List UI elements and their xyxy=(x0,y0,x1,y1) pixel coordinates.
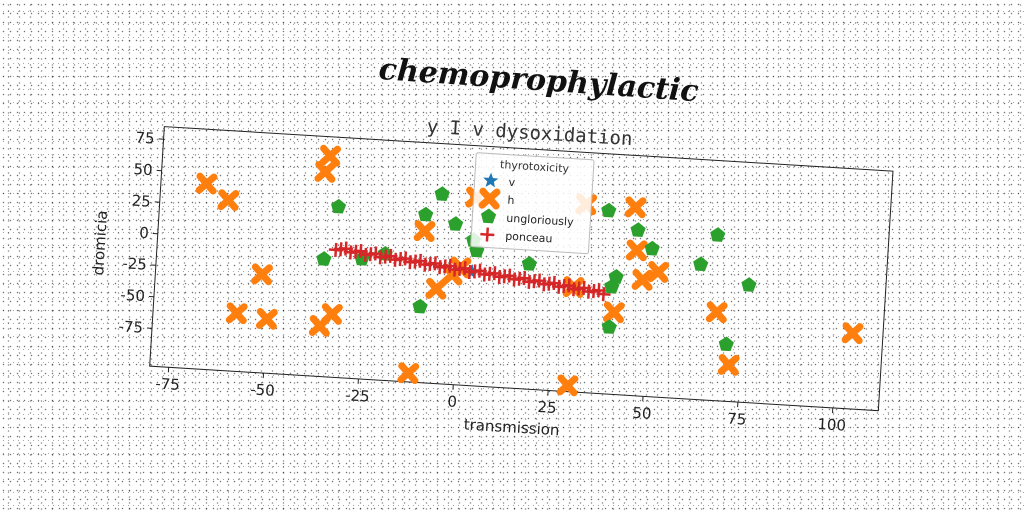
y-tick-label: -25 xyxy=(122,254,148,273)
data-point-ungloriously xyxy=(434,186,450,201)
x-tick-label: 50 xyxy=(632,404,652,423)
legend-label-v: v xyxy=(508,176,516,189)
y-ticks: 75 50 25 0 -25 -50 -75 xyxy=(118,129,164,337)
legend-marker-ungloriously xyxy=(481,208,497,224)
data-point-h xyxy=(413,220,436,243)
data-point-h xyxy=(425,277,448,300)
data-point-h xyxy=(319,144,342,167)
data-point-h xyxy=(631,268,654,291)
data-point-h xyxy=(308,315,331,337)
x-tick-label: -75 xyxy=(155,375,181,394)
x-tick-label: 75 xyxy=(727,410,747,429)
data-point-h xyxy=(314,160,337,183)
data-point-ungloriously xyxy=(418,206,434,222)
y-tick-label: 75 xyxy=(135,129,155,148)
data-point-h xyxy=(195,172,218,195)
data-point-ponceau xyxy=(596,287,611,302)
data-point-ungloriously xyxy=(448,216,464,231)
y-tick-label: 25 xyxy=(131,192,151,211)
data-point-h xyxy=(556,374,579,397)
data-point-ungloriously xyxy=(630,222,646,237)
y-tick-label: 0 xyxy=(139,224,150,243)
data-point-ungloriously xyxy=(718,336,734,352)
x-tick-label: 0 xyxy=(447,392,458,411)
x-tick-label: -25 xyxy=(345,386,371,405)
data-point-ungloriously xyxy=(644,240,660,256)
x-axis-label: transmission xyxy=(463,415,560,439)
data-point-h xyxy=(251,263,273,286)
series-ponceau xyxy=(328,241,611,302)
legend-marker-ponceau xyxy=(480,227,495,242)
data-point-h xyxy=(397,362,420,385)
data-point-h xyxy=(625,239,648,262)
data-point-h xyxy=(705,301,728,324)
y-tick-label: -75 xyxy=(118,317,144,336)
legend-marker-h xyxy=(478,187,501,210)
x-tick-label: 100 xyxy=(817,415,847,435)
data-point-ungloriously xyxy=(693,256,709,272)
data-point-h xyxy=(217,189,240,212)
x-tick-label: -50 xyxy=(250,380,276,399)
data-point-h xyxy=(602,301,625,324)
legend-label-ponceau: ponceau xyxy=(505,230,553,246)
y-axis-label: dromicia xyxy=(89,210,111,276)
legend-label-h: h xyxy=(507,194,515,207)
data-point-ungloriously xyxy=(710,227,726,242)
data-point-h xyxy=(225,302,248,325)
data-point-ungloriously xyxy=(601,202,617,218)
chart-marks xyxy=(195,144,864,397)
data-point-h xyxy=(717,353,740,376)
data-point-ungloriously xyxy=(316,251,332,266)
data-point-ungloriously xyxy=(601,319,617,334)
data-point-ungloriously xyxy=(331,198,347,214)
legend-marker-v xyxy=(483,172,499,188)
data-point-ungloriously xyxy=(741,277,757,292)
data-point-h xyxy=(647,261,670,283)
data-point-h xyxy=(255,307,278,330)
data-point-ungloriously xyxy=(521,256,537,271)
y-tick-label: 50 xyxy=(133,160,153,179)
data-point-ungloriously xyxy=(604,278,620,294)
x-ticks: -75 -50 -25 0 25 50 75 100 xyxy=(155,367,847,435)
data-point-h xyxy=(841,322,864,345)
legend-label-ungloriously: ungloriously xyxy=(506,212,574,229)
legend-box xyxy=(470,152,595,255)
x-tick-label: 25 xyxy=(537,398,557,417)
y-tick-label: -50 xyxy=(120,286,146,305)
data-point-ungloriously xyxy=(412,298,428,314)
plot-area xyxy=(149,126,894,412)
data-point-h xyxy=(624,196,647,219)
legend-title: thyrotoxicity xyxy=(500,158,570,175)
